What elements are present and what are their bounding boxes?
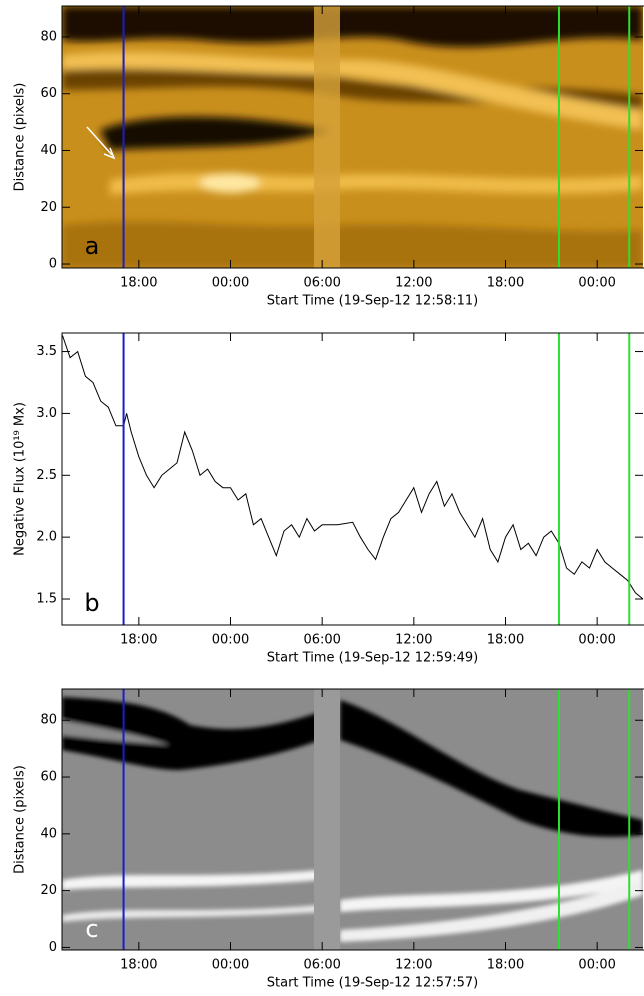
x-tick-label: 00:00 xyxy=(578,276,615,291)
x-tick-label: 18:00 xyxy=(487,633,524,648)
x-tick-label: 12:00 xyxy=(395,633,432,648)
y-tick-label: 0 xyxy=(49,257,57,272)
panel-label: c xyxy=(85,915,98,943)
y-tick-label: 3.0 xyxy=(36,406,57,421)
arrow-head xyxy=(103,147,116,160)
x-axis-title: Start Time (19-Sep-12 12:57:57) xyxy=(267,976,478,991)
x-tick-label: 18:00 xyxy=(120,633,157,648)
y-tick-label: 3.5 xyxy=(36,344,57,359)
plot-frame xyxy=(61,688,644,951)
y-tick-label: 20 xyxy=(40,200,57,215)
arrow xyxy=(86,126,113,156)
panel-label: a xyxy=(85,232,100,260)
x-tick-label: 00:00 xyxy=(212,276,249,291)
y-tick-label: 40 xyxy=(40,826,57,841)
y-axis-title: Distance (pixels) xyxy=(13,765,28,874)
y-tick-label: 40 xyxy=(40,143,57,158)
x-tick-label: 12:00 xyxy=(395,958,432,973)
x-tick-label: 00:00 xyxy=(578,958,615,973)
x-tick-label: 18:00 xyxy=(120,958,157,973)
image-c xyxy=(62,689,643,950)
y-tick-label: 60 xyxy=(40,770,57,785)
y-tick-label: 2.5 xyxy=(36,468,57,483)
plot-frame xyxy=(61,332,644,626)
flux-line xyxy=(62,335,644,600)
panel-label: b xyxy=(84,589,99,617)
x-tick-label: 06:00 xyxy=(303,958,340,973)
y-tick-label: 80 xyxy=(40,713,57,728)
x-tick-label: 12:00 xyxy=(395,276,432,291)
x-tick-label: 00:00 xyxy=(578,633,615,648)
y-axis-title: Negative Flux (10¹⁹ Mx) xyxy=(13,402,28,556)
x-tick-label: 00:00 xyxy=(212,958,249,973)
y-axis-title: Distance (pixels) xyxy=(13,83,28,192)
y-tick-label: 60 xyxy=(40,86,57,101)
x-tick-label: 18:00 xyxy=(120,276,157,291)
x-axis-title: Start Time (19-Sep-12 12:58:11) xyxy=(267,294,478,309)
y-tick-label: 0 xyxy=(49,940,57,955)
image-a xyxy=(62,6,643,268)
y-tick-label: 2.0 xyxy=(36,530,57,545)
x-tick-label: 00:00 xyxy=(212,633,249,648)
x-tick-label: 18:00 xyxy=(487,958,524,973)
x-axis-title: Start Time (19-Sep-12 12:59:49) xyxy=(267,651,478,666)
y-tick-label: 80 xyxy=(40,29,57,44)
x-tick-label: 06:00 xyxy=(303,276,340,291)
plot-frame xyxy=(61,5,644,269)
y-tick-label: 1.5 xyxy=(36,592,57,607)
x-tick-label: 18:00 xyxy=(487,276,524,291)
x-tick-label: 06:00 xyxy=(303,633,340,648)
y-tick-label: 20 xyxy=(40,883,57,898)
